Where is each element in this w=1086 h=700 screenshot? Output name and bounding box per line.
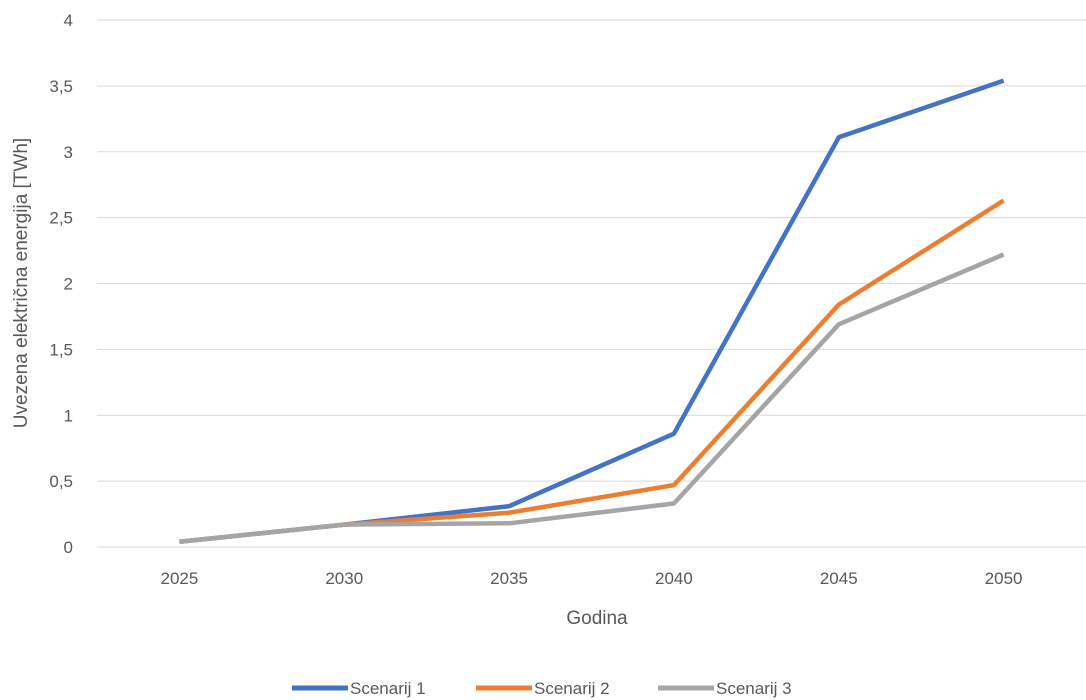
y-tick-label: 2 [64, 275, 73, 294]
series-lines [179, 78, 1005, 544]
legend-label: Scenarij 2 [534, 679, 610, 698]
y-axis-tick-labels: 0 0,5 1 1,5 2 2,5 3 3,5 4 [49, 11, 73, 557]
x-tick-label: 2030 [325, 569, 363, 588]
y-tick-label: 1 [64, 406, 73, 425]
y-tick-label: 0 [64, 538, 73, 557]
y-axis-title: Uvezena električna energija [TWh] [11, 138, 32, 428]
x-tick-label: 2050 [985, 569, 1023, 588]
x-tick-label: 2045 [820, 569, 858, 588]
gridlines [97, 19, 1086, 548]
y-tick-label: 3 [64, 143, 73, 162]
series-line-scenarij-2 [179, 198, 1005, 544]
x-tick-label: 2035 [490, 569, 528, 588]
x-axis-title: Godina [566, 608, 628, 629]
x-axis-tick-labels: 2025 2030 2035 2040 2045 2050 [161, 569, 1023, 588]
y-tick-label: 2,5 [49, 209, 73, 228]
y-tick-label: 0,5 [49, 472, 73, 491]
y-tick-label: 4 [64, 11, 73, 30]
x-tick-label: 2040 [655, 569, 693, 588]
series-line-scenarij-3 [179, 252, 1005, 544]
legend: Scenarij 1 Scenarij 2 Scenarij 3 [292, 679, 792, 698]
legend-label: Scenarij 3 [716, 679, 792, 698]
y-tick-label: 3,5 [49, 77, 73, 96]
legend-label: Scenarij 1 [350, 679, 426, 698]
x-tick-label: 2025 [161, 569, 199, 588]
y-tick-label: 1,5 [49, 340, 73, 359]
series-line-scenarij-1 [179, 78, 1005, 544]
